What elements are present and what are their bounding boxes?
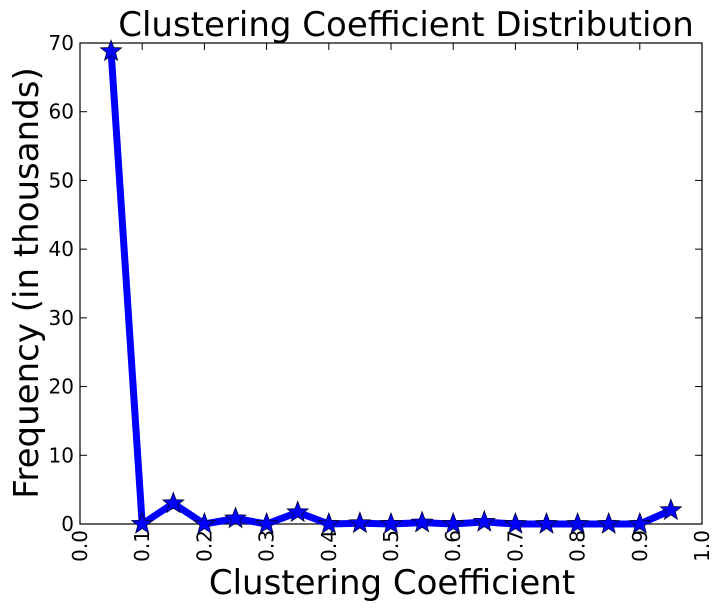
y-tick-label: 30 [49, 306, 74, 330]
data-point-star [286, 500, 310, 523]
data-point-star [503, 511, 527, 534]
plot-frame [79, 42, 703, 525]
x-tick-label: 0.4 [317, 530, 341, 562]
x-axis-label: Clustering Coefficient [209, 563, 575, 603]
y-tick-label: 0 [61, 512, 74, 536]
data-point-star [379, 511, 403, 534]
chart-title: Clustering Coefficient Distribution [118, 5, 694, 45]
data-point-star [472, 509, 496, 532]
x-tick-label: 0.0 [68, 530, 92, 562]
x-tick-label: 0.8 [566, 530, 590, 562]
y-tick-label: 70 [49, 31, 74, 55]
y-tick-label: 60 [49, 100, 74, 124]
x-tick-label: 0.5 [379, 530, 403, 562]
series-line [107, 47, 675, 528]
x-tick-label: 0.9 [628, 530, 652, 562]
x-tick-label: 0.6 [441, 530, 465, 562]
x-tick-label: 1.0 [690, 530, 714, 562]
data-point-star [223, 506, 248, 529]
x-tick-label: 0.3 [255, 530, 279, 562]
data-point-star [628, 511, 652, 534]
x-tick-label: 0.7 [503, 530, 527, 562]
data-point-star [255, 511, 279, 534]
data-point-star [130, 511, 154, 534]
data-point-star [597, 511, 621, 534]
y-tick-label: 10 [49, 443, 74, 467]
data-point-star [161, 491, 185, 514]
data-point-star [317, 511, 341, 534]
data-point-star [534, 511, 559, 534]
data-point-star [348, 511, 372, 534]
y-tick-label: 20 [49, 375, 74, 399]
x-tick-label: 0.1 [130, 530, 154, 562]
data-point-star [441, 511, 465, 534]
y-tick-label: 40 [49, 237, 74, 261]
data-point-star [659, 498, 683, 521]
data-point-star [192, 511, 216, 534]
data-point-star [566, 511, 590, 534]
data-point-star [99, 39, 123, 62]
plot-area: 0.0 0.1 0.2 0.3 0.4 0.5 0.6 0.7 0.8 0.9 1.0 0 10 20 30… [49, 31, 714, 562]
data-point-star [410, 510, 434, 533]
y-axis-label: Frequency (in thousands) [7, 67, 47, 498]
y-tick-label: 50 [49, 168, 74, 192]
x-tick-label: 0.2 [192, 530, 216, 562]
